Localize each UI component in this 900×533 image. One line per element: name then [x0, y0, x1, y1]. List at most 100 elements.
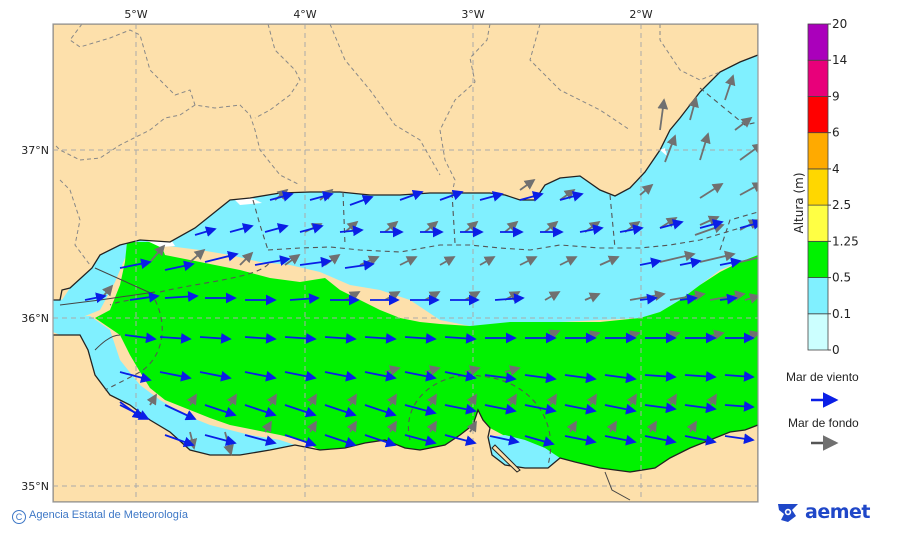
- arrow-icon: [439, 256, 456, 267]
- arrow-icon: [204, 434, 237, 446]
- colorbar-tick-label: 0.1: [832, 307, 851, 321]
- arrow-icon: [564, 372, 597, 384]
- arrow-icon: [229, 223, 254, 234]
- arrow-icon: [739, 142, 758, 161]
- arrow-icon: [544, 291, 561, 302]
- arrow-icon: [564, 403, 597, 415]
- arrow-icon: [684, 402, 717, 414]
- arrow-icon: [404, 370, 437, 382]
- arrow-icon: [146, 393, 157, 406]
- arrow-icon: [299, 256, 332, 268]
- arrow-icon: [639, 293, 658, 305]
- arrow-icon: [364, 404, 397, 418]
- arrow-icon: [639, 257, 662, 269]
- arrow-icon: [119, 371, 152, 383]
- arrow-icon: [506, 393, 517, 406]
- arrow-icon: [244, 333, 277, 344]
- wind-sea-arrows: [84, 190, 758, 448]
- colorbar-tick-label: 4: [832, 162, 840, 176]
- arrow-icon: [204, 250, 239, 263]
- arrow-icon: [269, 191, 294, 202]
- arrow-icon: [404, 404, 437, 416]
- arrow-icon: [199, 333, 232, 344]
- arrow-icon: [164, 404, 197, 421]
- arrow-icon: [586, 393, 597, 406]
- arrow-icon: [504, 220, 519, 233]
- arrow-icon: [664, 134, 677, 163]
- colorbar-tick-label: 1.25: [832, 234, 859, 248]
- arrow-icon: [226, 393, 237, 406]
- arrow-icon: [644, 402, 677, 414]
- arrow-icon: [444, 370, 477, 382]
- colorbar-bin: [807, 240, 829, 278]
- colorbar-bin: [807, 132, 829, 170]
- arrow-icon: [739, 219, 758, 230]
- arrow-icon: [679, 257, 702, 269]
- arrow-icon: [646, 420, 657, 433]
- arrow-icon: [724, 433, 755, 445]
- arrow-icon: [719, 293, 738, 305]
- arrow-icon: [199, 370, 232, 382]
- arrow-icon: [266, 393, 277, 406]
- arrow-icon: [619, 224, 644, 235]
- arrow-icon: [364, 434, 397, 448]
- arrow-icon: [299, 223, 324, 234]
- arrow-icon: [484, 403, 517, 415]
- arrow-icon: [559, 191, 584, 202]
- arrow-icon: [324, 333, 357, 344]
- colorbar-bin: [807, 23, 829, 61]
- latitude-label: 36°N: [21, 312, 49, 325]
- map-frame: [52, 23, 759, 503]
- arrow-icon: [164, 291, 199, 302]
- arrow-icon: [479, 191, 504, 202]
- arrow-icon: [239, 251, 254, 266]
- arrow-icon: [364, 333, 397, 344]
- arrow-icon: [346, 393, 357, 406]
- arrow-icon: [439, 190, 464, 201]
- arrow-icon: [194, 226, 217, 237]
- arrow-icon: [261, 420, 272, 433]
- longitude-labels: 5°W 4°W 3°W 2°W: [124, 8, 652, 21]
- arrow-icon: [309, 191, 334, 202]
- arrow-icon: [699, 219, 724, 230]
- arrow-icon: [254, 255, 291, 266]
- arrow-icon: [484, 372, 517, 384]
- colorbar-bin: [807, 277, 829, 315]
- arrow-icon: [684, 371, 717, 382]
- arrow-icon: [344, 259, 375, 271]
- arrow-icon: [544, 220, 559, 233]
- latitude-labels: 37°N 36°N 35°N: [21, 144, 49, 493]
- longitude-label: 4°W: [293, 8, 316, 21]
- arrow-icon: [686, 420, 697, 433]
- arrow-icon: [186, 393, 197, 406]
- arrow-icon: [724, 400, 755, 412]
- arrow-icon: [504, 365, 521, 376]
- arrow-icon: [159, 333, 192, 344]
- arrow-icon: [688, 96, 699, 121]
- colorbar-tick-label: 2.5: [832, 198, 851, 212]
- arrow-icon: [189, 248, 206, 263]
- arrow-icon: [699, 250, 736, 263]
- arrow-icon: [604, 403, 637, 415]
- wind-sea-legend-label: Mar de viento: [786, 370, 859, 384]
- arrow-icon: [119, 258, 152, 270]
- arrow-icon: [424, 220, 439, 233]
- arrow-icon: [399, 190, 424, 201]
- arrow-icon: [119, 401, 144, 420]
- arrow-icon: [386, 393, 397, 406]
- arrow-icon: [734, 116, 753, 131]
- arrow-icon: [284, 370, 317, 382]
- arrow-icon: [489, 434, 520, 446]
- colorbar-bin: [807, 313, 829, 351]
- arrow-icon: [204, 404, 237, 418]
- arrow-icon: [324, 434, 357, 448]
- arrow-icon: [724, 370, 755, 382]
- arrow-icon: [466, 420, 477, 433]
- arrow-icon: [524, 435, 555, 447]
- arrow-icon: [604, 434, 637, 446]
- longitude-label: 3°W: [461, 8, 484, 21]
- arrow-icon: [564, 434, 597, 446]
- arrow-icon: [744, 293, 758, 304]
- arrow-icon: [349, 195, 374, 206]
